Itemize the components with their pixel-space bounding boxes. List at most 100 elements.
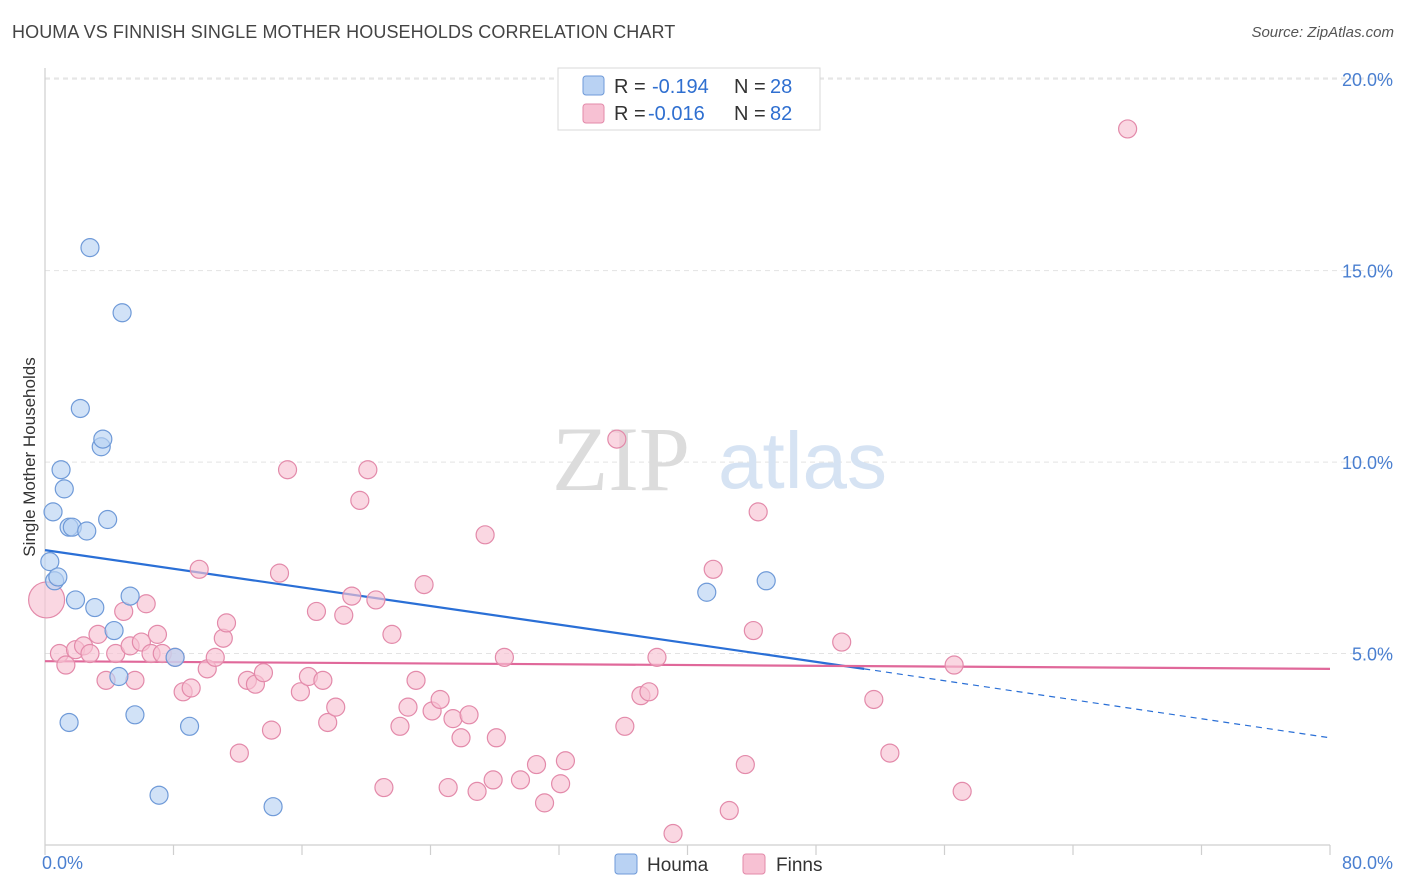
houma-point	[48, 567, 68, 587]
houma-point	[65, 590, 86, 610]
watermark-zip: ZIP	[552, 408, 690, 510]
x-tick-labels: 0.0% 80.0%	[42, 853, 1393, 873]
finns-point	[534, 793, 555, 813]
finns-point	[189, 559, 209, 579]
chart-title: HOUMA VS FINNISH SINGLE MOTHER HOUSEHOLD…	[12, 22, 676, 42]
houma-point	[165, 647, 185, 667]
legend-houma-n-label: N =	[734, 76, 766, 98]
finns-trend-line	[44, 660, 1331, 670]
finns-point	[358, 460, 378, 480]
finns-point	[494, 647, 514, 667]
houma-point	[59, 712, 79, 733]
houma-point	[112, 303, 132, 323]
houma-point	[43, 502, 63, 522]
houma-point	[54, 479, 74, 499]
houma-point	[77, 521, 97, 541]
houma-trend-line	[44, 549, 865, 670]
bottom-legend-houma-swatch	[614, 853, 638, 875]
finns-point	[703, 559, 723, 579]
finns-point	[607, 429, 627, 449]
bottom-legend-houma-label: Houma	[647, 855, 709, 876]
houma-point	[85, 597, 105, 618]
finns-point	[438, 777, 458, 798]
houma-point	[263, 797, 283, 817]
finns-point	[229, 743, 249, 763]
legend-finns-r-label: R =	[614, 103, 646, 125]
finns-point	[880, 743, 900, 763]
houma-point	[179, 716, 200, 736]
houma-trend-extension	[864, 668, 1331, 739]
finns-point	[334, 605, 354, 625]
finns-point	[306, 601, 327, 622]
houma-point	[51, 460, 71, 480]
finns-point	[80, 643, 100, 664]
watermark-atlas: atlas	[718, 416, 887, 505]
legend-finns-r-value: -0.016	[648, 103, 705, 125]
finns-point	[136, 594, 156, 614]
y-tick-labels: 5.0% 10.0% 15.0% 20.0%	[1342, 70, 1393, 664]
houma-point	[697, 582, 717, 602]
houma-point	[98, 509, 118, 530]
finns-point	[475, 525, 495, 545]
finns-point	[125, 670, 145, 690]
bottom-legend-finns-swatch	[742, 853, 766, 875]
finns-point	[181, 678, 201, 698]
y-axis-label: Single Mother Households	[20, 357, 39, 556]
finns-point	[832, 632, 852, 652]
finns-point	[459, 705, 479, 725]
finns-point	[551, 774, 571, 794]
finns-point	[483, 770, 503, 790]
finns-point	[374, 777, 394, 798]
legend: R = -0.194 N = 28 R = -0.016 N = 82	[557, 67, 821, 131]
finns-point	[313, 670, 333, 690]
finns-point	[663, 823, 683, 844]
finns-point	[735, 754, 755, 775]
y-tick-label: 5.0%	[1352, 645, 1393, 665]
legend-finns-n-label: N =	[734, 103, 766, 125]
finns-point	[748, 502, 768, 522]
finns-point	[350, 490, 370, 510]
houma-point	[104, 620, 124, 641]
finns-point	[430, 689, 450, 710]
finns-point	[406, 670, 426, 690]
finns-point	[147, 624, 168, 644]
finns-point	[342, 586, 362, 606]
axes	[44, 68, 1331, 855]
houma-point	[149, 785, 169, 805]
houma-point	[40, 552, 60, 572]
legend-finns-swatch	[582, 103, 605, 124]
finns-point	[743, 620, 763, 641]
trend-lines	[44, 549, 1331, 739]
finns-point	[269, 563, 290, 583]
finns-point	[366, 590, 386, 610]
houma-point	[80, 238, 100, 258]
houma-point	[120, 586, 140, 606]
finns-point	[864, 689, 884, 710]
finns-point	[390, 716, 410, 736]
finns-point	[261, 720, 282, 740]
finns-point	[205, 647, 225, 667]
bottom-legend: Houma Finns	[614, 853, 822, 876]
finns-point	[277, 460, 298, 480]
x-tick-label: 0.0%	[42, 853, 83, 873]
houma-point	[109, 666, 129, 687]
finns-point	[318, 712, 338, 733]
finns-point	[290, 682, 310, 702]
legend-houma-r-value: -0.194	[652, 76, 709, 98]
finns-point	[326, 697, 346, 717]
finns-point	[639, 682, 659, 702]
finns-point	[56, 655, 76, 675]
finns-point	[647, 647, 667, 667]
y-tick-label: 20.0%	[1342, 70, 1393, 90]
finns-point	[555, 751, 576, 771]
finns-point	[443, 709, 463, 729]
y-tick-label: 10.0%	[1342, 453, 1393, 473]
houma-point	[70, 398, 90, 419]
houma-point	[93, 429, 113, 449]
finns-point	[398, 697, 418, 717]
finns-point	[952, 781, 972, 801]
watermark: ZIP atlas	[552, 408, 887, 510]
legend-houma-swatch	[582, 75, 605, 96]
houma-point	[125, 705, 145, 725]
